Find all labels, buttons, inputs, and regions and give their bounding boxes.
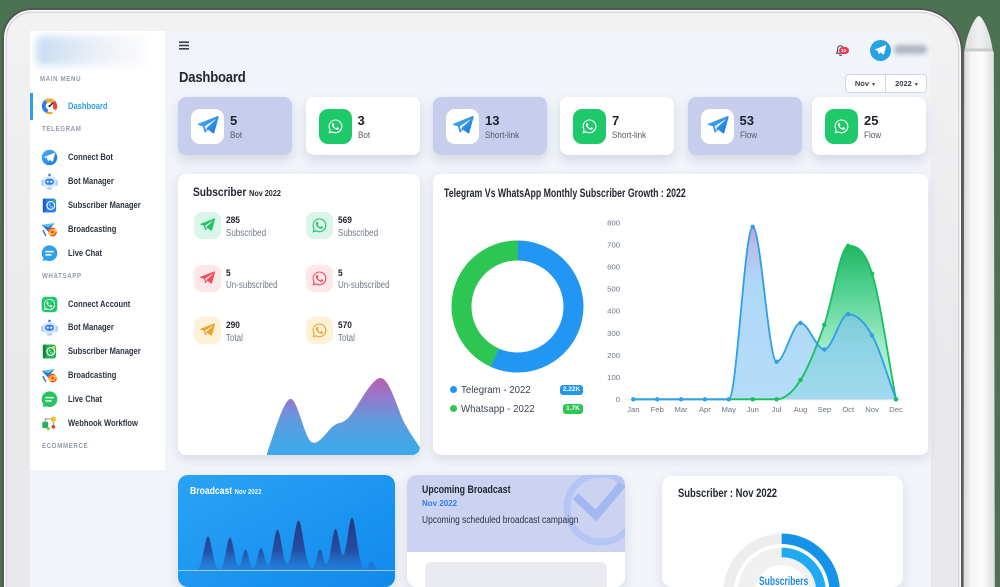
svg-text:Sep: Sep — [817, 405, 831, 414]
svg-text:Jan: Jan — [627, 405, 639, 414]
svg-text:400: 400 — [607, 307, 620, 316]
svg-text:0: 0 — [616, 395, 620, 404]
svg-text:800: 800 — [607, 218, 620, 227]
svg-text:May: May — [722, 405, 737, 414]
svg-text:600: 600 — [607, 263, 620, 272]
svg-text:Nov: Nov — [865, 405, 879, 414]
svg-text:Aug: Aug — [794, 405, 808, 414]
svg-text:100: 100 — [607, 373, 620, 382]
svg-text:Apr: Apr — [699, 405, 711, 414]
svg-text:500: 500 — [607, 285, 620, 294]
svg-text:Mar: Mar — [674, 405, 688, 414]
svg-text:Jun: Jun — [746, 405, 758, 414]
svg-text:Jul: Jul — [772, 405, 782, 414]
svg-text:200: 200 — [607, 351, 620, 360]
svg-text:Feb: Feb — [651, 405, 664, 414]
svg-text:300: 300 — [607, 329, 620, 338]
svg-text:Oct: Oct — [842, 405, 855, 414]
svg-text:700: 700 — [607, 240, 620, 249]
svg-text:Dec: Dec — [889, 405, 903, 414]
